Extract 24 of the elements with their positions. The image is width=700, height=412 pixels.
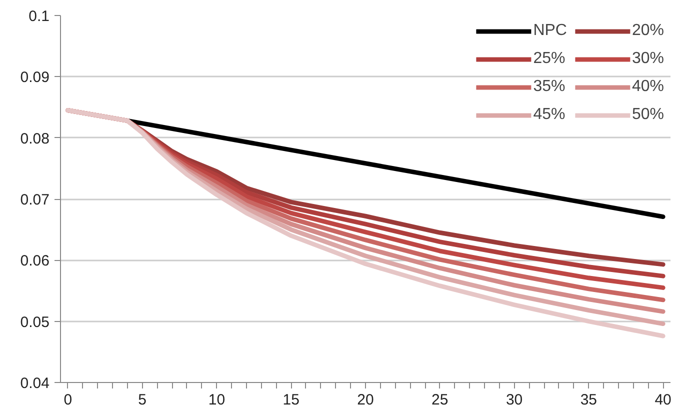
- x-tick-label: 25: [432, 392, 448, 408]
- legend-label: 20%: [632, 22, 664, 40]
- legend-label: 45%: [533, 106, 566, 124]
- legend-label: 35%: [533, 78, 566, 96]
- y-tick-label: 0.09: [20, 69, 50, 86]
- y-tick-label: 0.05: [20, 314, 50, 331]
- x-tick-label: 0: [64, 392, 72, 408]
- x-tick-label: 40: [654, 392, 672, 408]
- y-tick-label: 0.07: [20, 192, 50, 208]
- y-tick-label: 0.04: [20, 375, 50, 392]
- x-tick-label: 35: [580, 392, 598, 408]
- x-tick-label: 15: [282, 392, 300, 408]
- x-tick-label: 10: [208, 392, 226, 408]
- legend-label: 40%: [632, 78, 664, 96]
- legend-label: 25%: [533, 50, 566, 68]
- legend-label: 30%: [632, 50, 664, 68]
- x-tick-label: 20: [357, 392, 374, 408]
- y-tick-label: 0.08: [20, 130, 50, 148]
- x-tick-label: 5: [138, 392, 146, 408]
- legend-label: NPC: [533, 22, 567, 40]
- legend-label: 50%: [632, 106, 664, 124]
- x-tick-label: 30: [506, 392, 523, 408]
- y-tick-label: 0.1: [28, 8, 50, 25]
- y-tick-label: 0.06: [20, 252, 50, 270]
